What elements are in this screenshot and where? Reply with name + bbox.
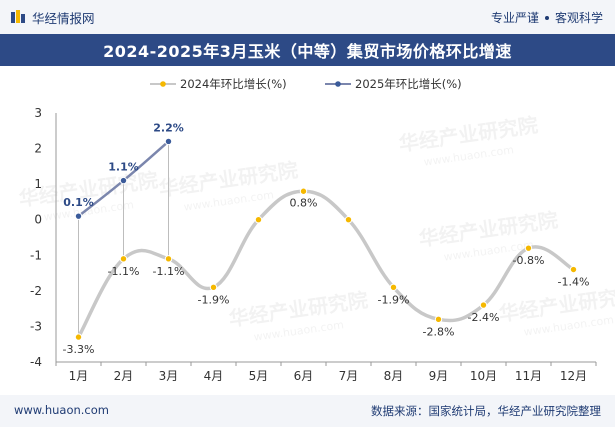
series-2024-point (254, 216, 263, 224)
series-2024-point (74, 333, 83, 341)
series-2025-point (74, 212, 83, 220)
x-tick-label: 2月 (114, 369, 134, 383)
legend-label-0: 2024年环比增长(%) (180, 77, 287, 91)
series-2024-point (209, 283, 218, 292)
y-tick-label: -3 (30, 319, 42, 333)
slogan: 专业严谨 客观科学 (491, 9, 603, 26)
series-2024-label: -1.9% (198, 293, 230, 306)
series-2024-label: -1.9% (378, 293, 410, 306)
y-tick-label: -2 (30, 284, 42, 298)
series-2024-point (164, 255, 173, 263)
chart-title: 2024-2025年3月玉米（中等）集贸市场价格环比增速 (0, 34, 615, 66)
x-tick-label: 3月 (159, 369, 179, 383)
logo-icon (11, 10, 25, 23)
series-2024-label: -1.1% (153, 265, 185, 278)
series-2024-label: 0.8% (290, 196, 318, 209)
y-tick-label: 1 (34, 177, 42, 191)
series-2024-label: -1.4% (558, 276, 590, 289)
separator-dot-icon (544, 15, 549, 20)
footer-url[interactable]: www.huaon.com (14, 403, 109, 417)
slogan-right: 客观科学 (554, 11, 603, 25)
series-2025-label: 2.2% (153, 121, 184, 134)
x-tick-label: 9月 (429, 369, 449, 383)
x-tick-label: 8月 (384, 369, 404, 383)
x-tick-label: 12月 (560, 369, 587, 383)
series-2025-point (164, 137, 173, 146)
y-tick-label: -1 (30, 248, 42, 262)
x-tick-label: 6月 (294, 369, 314, 383)
x-tick-label: 4月 (204, 369, 224, 383)
series-2024-label: -2.4% (468, 311, 500, 324)
legend-marker-1 (335, 81, 341, 87)
legend-marker-0 (160, 81, 166, 87)
top-bar: 华经情报网 专业严谨 客观科学 (0, 0, 615, 34)
line-chart: 华经产业研究院www.huaon.com华经产业研究院www.huaon.com… (17, 77, 615, 383)
series-2024-point (569, 265, 578, 274)
x-tick-label: 7月 (339, 369, 359, 383)
series-2024-point (524, 244, 533, 252)
series-2025-point (119, 176, 128, 185)
x-tick-label: 5月 (249, 369, 269, 383)
series-2025-label: 0.1% (63, 196, 94, 209)
series-2024-label: -2.8% (423, 325, 455, 338)
y-tick-label: 2 (34, 142, 42, 156)
series-2025-label: 1.1% (108, 161, 139, 174)
footer: www.huaon.com 数据来源：国家统计局，华经产业研究院整理 (0, 395, 615, 427)
y-tick-label: 3 (34, 106, 42, 120)
series-2024-label: -1.1% (108, 265, 140, 278)
y-tick-label: -4 (30, 355, 42, 369)
series-2024-label: -3.3% (63, 343, 95, 356)
y-tick-label: 0 (34, 213, 42, 227)
series-2024-point (434, 315, 443, 324)
series-2024-point (389, 283, 398, 292)
slogan-left: 专业严谨 (490, 11, 539, 25)
x-tick-label: 10月 (470, 369, 497, 383)
series-2024-point (119, 255, 128, 263)
data-source: 数据来源：国家统计局，华经产业研究院整理 (371, 404, 601, 418)
series-2024-label: -0.8% (513, 254, 545, 267)
series-2024-point (344, 216, 353, 224)
legend-label-1: 2025年环比增长(%) (355, 77, 462, 91)
series-2024-point (479, 301, 488, 309)
brand-name: 华经情报网 (32, 10, 95, 26)
series-2024-point (299, 187, 308, 195)
x-tick-label: 1月 (69, 369, 89, 383)
brand: 华经情报网 (10, 8, 95, 26)
x-tick-label: 11月 (515, 369, 542, 383)
